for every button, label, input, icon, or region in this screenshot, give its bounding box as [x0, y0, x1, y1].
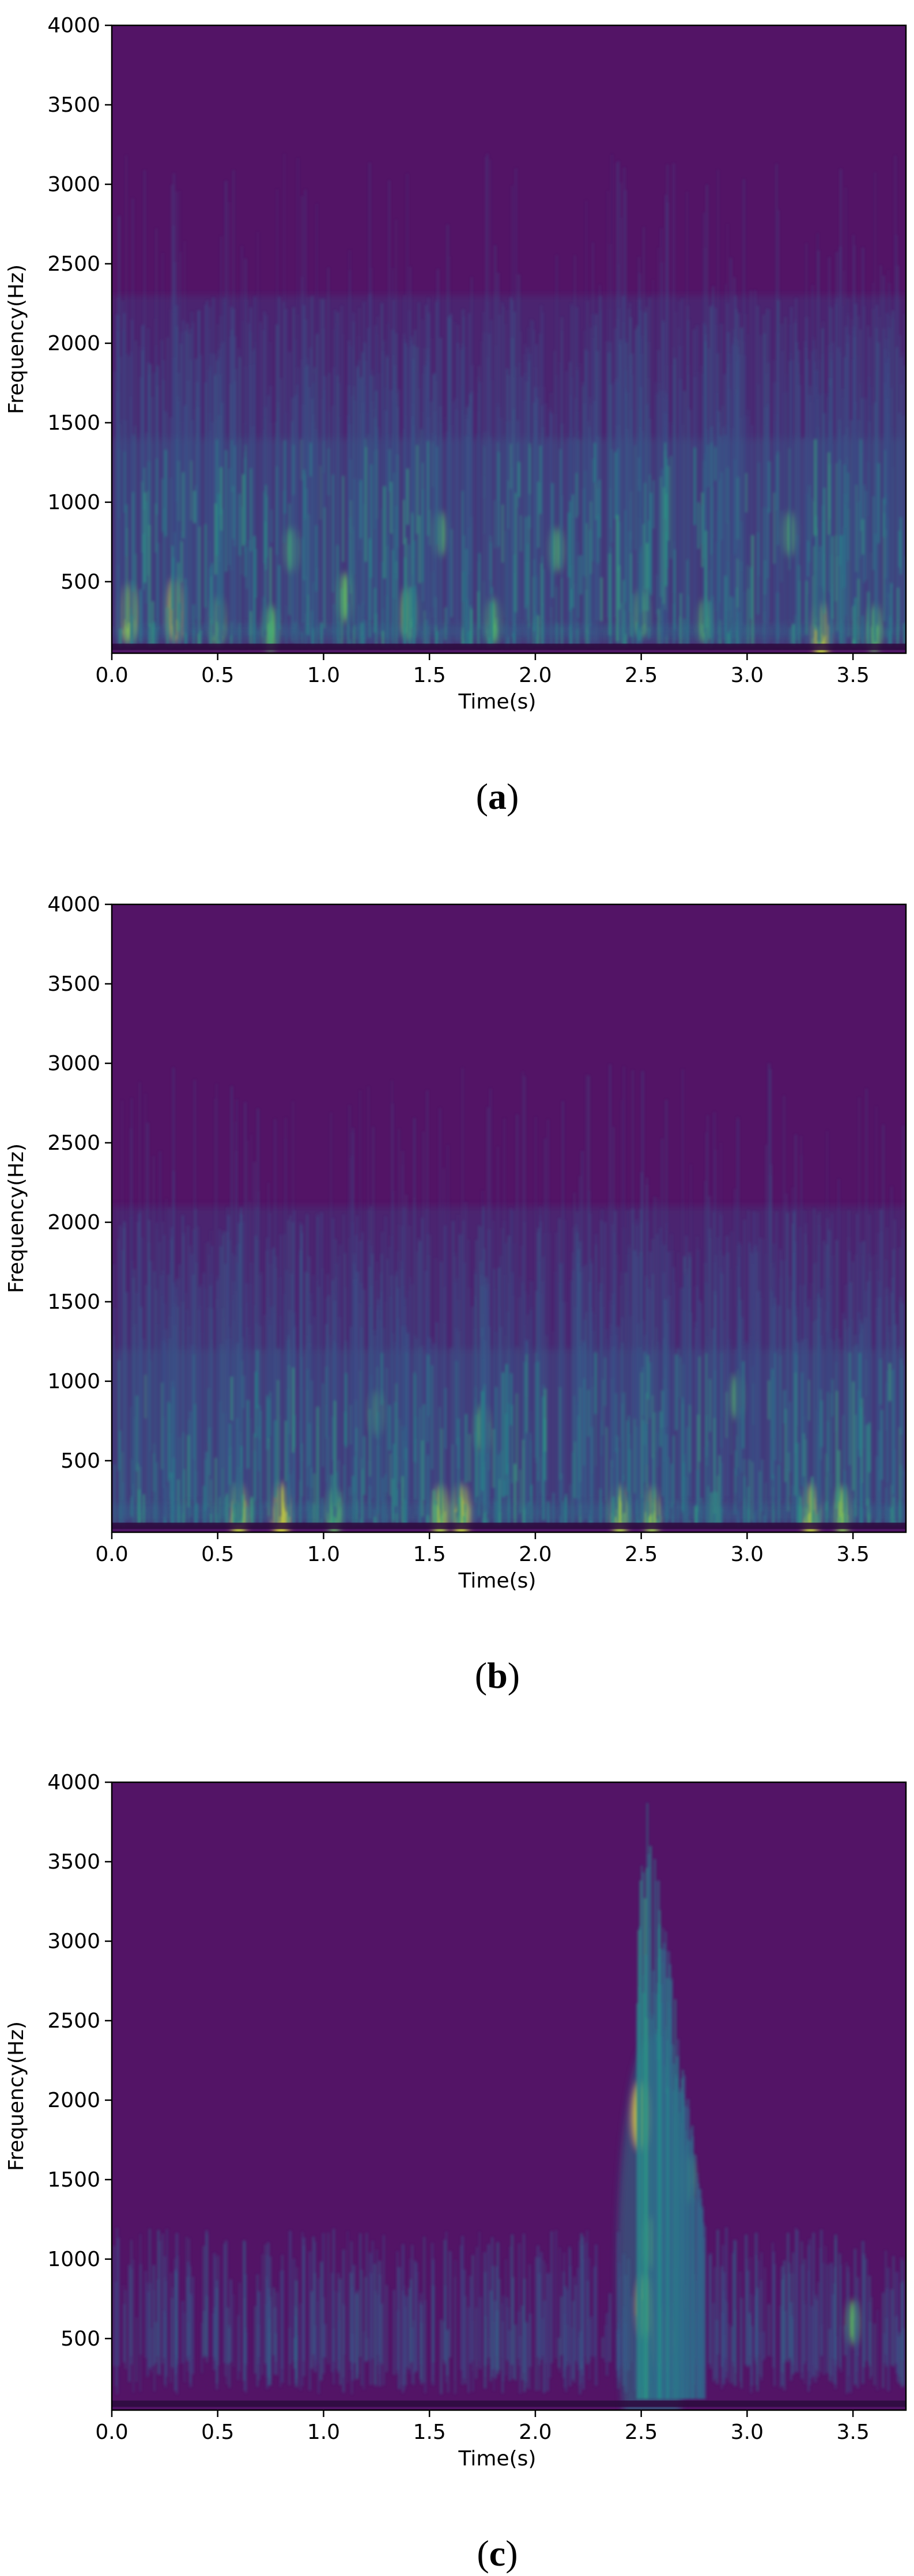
- y-tick-label: 500: [61, 1449, 100, 1473]
- spectrogram-image: [112, 154, 906, 653]
- y-axis-label: Frequency(Hz): [5, 2021, 28, 2171]
- x-axis-label: Time(s): [458, 1569, 537, 1593]
- x-tick-label: 2.0: [519, 2420, 552, 2444]
- y-tick-label: 3000: [47, 1052, 100, 1075]
- x-tick-label: 0.5: [201, 1543, 234, 1566]
- x-tick-label: 2.5: [625, 664, 658, 687]
- y-tick-label: 3000: [47, 173, 100, 196]
- x-tick-label: 1.5: [413, 1543, 446, 1566]
- x-tick-label: 0.0: [95, 1543, 128, 1566]
- panel-label: (b): [475, 1655, 520, 1696]
- y-tick-label: 1000: [47, 1370, 100, 1393]
- y-tick-label: 500: [61, 2327, 100, 2351]
- spectrogram-panel-c: 0.0 0.5 1.0 1.5 2.0 2.5 3.0 3.5 500 1000 1500 2000 2…: [5, 1771, 907, 2574]
- spectral-energy-streaks: [113, 1802, 905, 2399]
- x-tick-label: 0.0: [95, 664, 128, 687]
- y-tick-label: 4000: [47, 1771, 100, 1794]
- y-tick-label: 2500: [47, 252, 100, 276]
- x-tick-label: 1.0: [307, 1543, 340, 1566]
- y-tick-label: 4000: [47, 893, 100, 916]
- x-tick-label: 3.5: [837, 664, 870, 687]
- spectrogram-image: [112, 1802, 906, 2410]
- y-tick-label: 3500: [47, 1850, 100, 1874]
- spectrogram-image: [112, 1063, 906, 1532]
- y-tick-label: 1000: [47, 491, 100, 514]
- y-tick-label: 2000: [47, 1211, 100, 1234]
- x-tick-label: 0.5: [201, 664, 234, 687]
- x-tick-label: 0.5: [201, 2420, 234, 2444]
- x-tick-label: 2.5: [625, 2420, 658, 2444]
- y-tick-label: 1500: [47, 2168, 100, 2192]
- x-tick-label: 3.0: [731, 1543, 764, 1566]
- y-tick-label: 1500: [47, 411, 100, 435]
- x-tick-label: 3.5: [837, 1543, 870, 1566]
- spectral-energy-streaks: [114, 154, 906, 649]
- axes-frame: [111, 903, 907, 1533]
- y-tick-label: 3500: [47, 972, 100, 996]
- y-tick-label: 500: [61, 570, 100, 594]
- x-axis-label: Time(s): [458, 2447, 537, 2471]
- x-tick-label: 3.0: [731, 2420, 764, 2444]
- y-axis-label: Frequency(Hz): [5, 264, 28, 414]
- y-tick-label: 3500: [47, 93, 100, 117]
- x-tick-label: 3.5: [837, 2420, 870, 2444]
- y-axis-label: Frequency(Hz): [5, 1143, 28, 1293]
- x-tick-label: 0.0: [95, 2420, 128, 2444]
- y-tick-label: 2000: [47, 332, 100, 355]
- x-axis-label: Time(s): [458, 690, 537, 714]
- x-tick-label: 1.5: [413, 2420, 446, 2444]
- axes-frame: [111, 1781, 907, 2411]
- y-tick-label: 1000: [47, 2248, 100, 2271]
- spectrogram-panel-a: 0.0 0.5 1.0 1.5 2.0 2.5 3.0 3.5 500 1000 1500 2000 2…: [5, 14, 907, 817]
- y-tick-label: 2500: [47, 2009, 100, 2033]
- x-tick-label: 2.0: [519, 1543, 552, 1566]
- x-tick-label: 1.5: [413, 664, 446, 687]
- panel-label: (c): [477, 2533, 518, 2574]
- y-tick-label: 1500: [47, 1290, 100, 1314]
- axes-frame: [111, 24, 907, 654]
- y-tick-label: 2000: [47, 2089, 100, 2112]
- x-tick-label: 2.5: [625, 1543, 658, 1566]
- x-tick-label: 2.0: [519, 664, 552, 687]
- y-tick-label: 2500: [47, 1131, 100, 1155]
- x-tick-label: 3.0: [731, 664, 764, 687]
- x-tick-label: 1.0: [307, 2420, 340, 2444]
- spectrogram-panel-b: 0.0 0.5 1.0 1.5 2.0 2.5 3.0 3.5 500 1000 1500 2000 2…: [5, 893, 907, 1696]
- panel-label: (a): [476, 776, 519, 817]
- x-tick-label: 1.0: [307, 664, 340, 687]
- y-tick-label: 4000: [47, 14, 100, 37]
- spectral-energy-streaks: [112, 1063, 905, 1528]
- y-tick-label: 3000: [47, 1930, 100, 1953]
